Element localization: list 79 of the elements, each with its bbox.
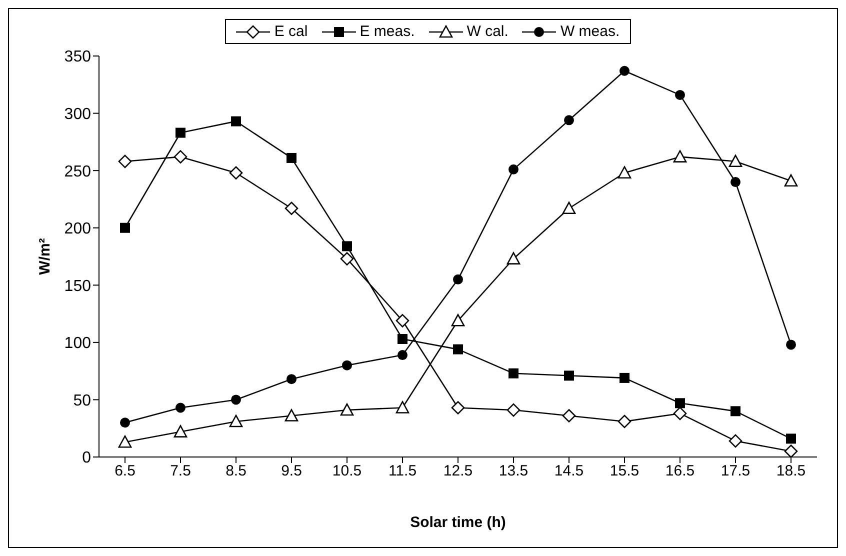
- y-tick-label: 150: [64, 278, 92, 295]
- y-tick-label: 100: [64, 335, 92, 352]
- point: [174, 425, 188, 438]
- y-tick-label: 50: [73, 392, 92, 410]
- point: [730, 406, 740, 416]
- point: [675, 398, 685, 408]
- point: [340, 403, 354, 416]
- x-axis-title: Solar time (h): [410, 514, 506, 531]
- y-tick-label: 0: [82, 450, 92, 467]
- legend-label: E meas.: [360, 23, 415, 40]
- x-tick-label: 13.5: [498, 462, 528, 480]
- point: [728, 154, 742, 168]
- point: [229, 166, 243, 180]
- y-tick-label: 200: [64, 220, 92, 238]
- point: [675, 90, 685, 100]
- x-tick-label: 14.5: [554, 462, 584, 480]
- point: [396, 401, 410, 414]
- x-tick-label: 16.5: [665, 462, 695, 480]
- point: [508, 368, 518, 378]
- point: [564, 370, 574, 381]
- point: [786, 340, 796, 350]
- point: [176, 402, 186, 413]
- legend-label: W cal.: [466, 23, 508, 40]
- point: [784, 174, 798, 187]
- point: [286, 152, 296, 163]
- x-tick-label: 17.5: [720, 462, 750, 480]
- point: [620, 66, 630, 76]
- legend-label: W meas.: [560, 23, 620, 40]
- point: [728, 434, 742, 448]
- point: [231, 116, 241, 126]
- point: [120, 222, 130, 233]
- point: [398, 350, 408, 360]
- y-tick-label: 300: [64, 106, 92, 123]
- point: [340, 252, 354, 266]
- point: [176, 128, 186, 138]
- point: [286, 374, 296, 384]
- point: [451, 314, 465, 326]
- point: [342, 241, 352, 252]
- point: [118, 154, 132, 168]
- point: [120, 418, 130, 428]
- point: [398, 334, 408, 344]
- y-axis-title: W/m²: [36, 238, 54, 275]
- point: [508, 164, 518, 174]
- point: [231, 394, 241, 405]
- x-tick-label: 6.5: [114, 462, 136, 480]
- point: [396, 314, 410, 328]
- point: [618, 414, 632, 428]
- point: [174, 150, 188, 164]
- point: [506, 403, 520, 417]
- point: [284, 202, 298, 216]
- x-tick-label: 12.5: [443, 462, 473, 480]
- point: [673, 150, 687, 162]
- point: [562, 202, 576, 214]
- point: [620, 372, 630, 383]
- point: [562, 409, 576, 422]
- point: [673, 406, 687, 420]
- point: [453, 274, 463, 284]
- x-tick-label: 7.5: [170, 462, 191, 480]
- point: [451, 401, 465, 414]
- x-tick-label: 8.5: [226, 462, 246, 480]
- x-tick-label: 18.5: [776, 462, 806, 480]
- point: [284, 409, 298, 422]
- point: [342, 360, 352, 370]
- point: [564, 115, 574, 126]
- x-tick-label: 15.5: [610, 462, 640, 480]
- legend-label: E cal: [274, 23, 308, 40]
- y-tick-label: 350: [64, 48, 92, 66]
- point: [453, 344, 463, 354]
- point: [786, 434, 796, 444]
- point: [784, 444, 798, 457]
- y-tick-label: 250: [64, 163, 92, 180]
- x-tick-label: 10.5: [332, 462, 362, 480]
- point: [229, 414, 243, 428]
- point: [506, 252, 520, 264]
- x-tick-label: 11.5: [388, 462, 417, 480]
- point: [618, 166, 632, 179]
- point: [730, 177, 740, 188]
- point: [118, 435, 132, 448]
- x-tick-label: 9.5: [281, 462, 302, 480]
